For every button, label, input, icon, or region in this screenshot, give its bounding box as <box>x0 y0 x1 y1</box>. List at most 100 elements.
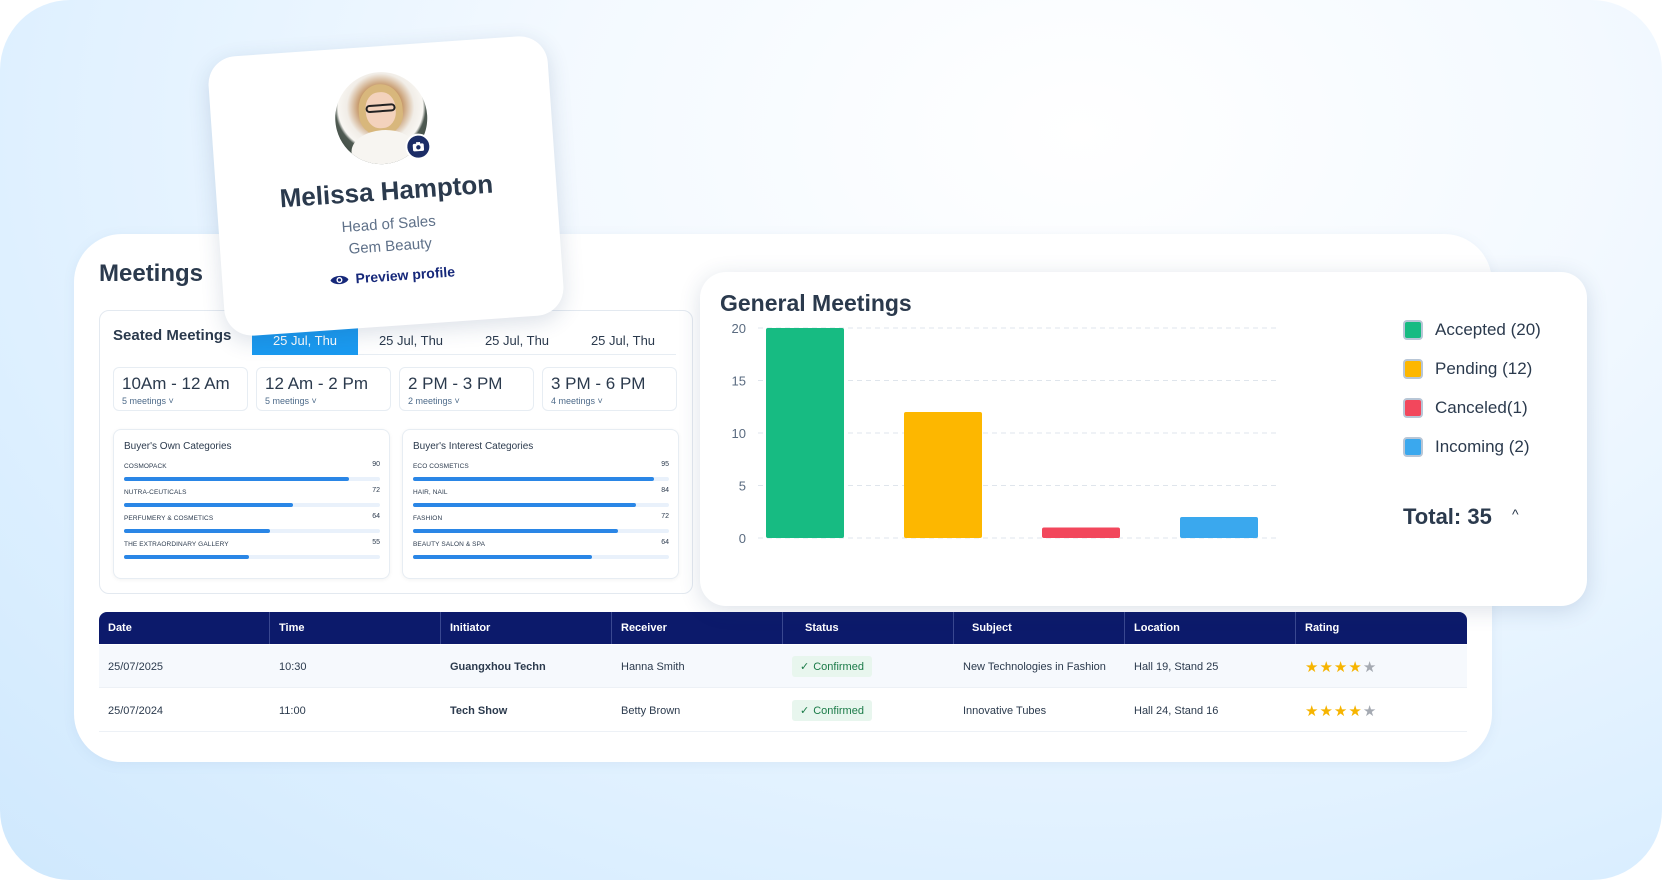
status-badge: ✓ Confirmed <box>792 656 872 677</box>
category-row: BEAUTY SALON & SPA 64 <box>413 539 669 565</box>
category-label: ECO COSMETICS <box>413 463 469 470</box>
category-label: PERFUMERY & COSMETICS <box>124 515 214 522</box>
table-row[interactable]: 25/07/2025 10:30 Guangxhou Techn Hanna S… <box>99 645 1467 688</box>
interest-categories-title: Buyer's Interest Categories <box>413 441 534 452</box>
category-value: 72 <box>661 513 669 520</box>
time-slot-2[interactable]: 12 Am - 2 Pm 5 meetings ˅ <box>256 367 391 411</box>
col-header-time[interactable]: Time <box>270 612 441 644</box>
category-label: BEAUTY SALON & SPA <box>413 541 486 548</box>
category-value: 55 <box>372 539 380 546</box>
star-filled-icon[interactable]: ★ <box>1305 702 1320 720</box>
category-row: NUTRA-CEUTICALS 72 <box>124 487 380 513</box>
y-tick-label: 15 <box>732 374 746 389</box>
col-header-location[interactable]: Location <box>1125 612 1296 644</box>
category-row: FASHION 72 <box>413 513 669 539</box>
category-row: COSMOPACK 90 <box>124 461 380 487</box>
cell-location: Hall 19, Stand 25 <box>1134 660 1219 673</box>
time-slot-3[interactable]: 2 PM - 3 PM 2 meetings ˅ <box>399 367 534 411</box>
col-header-receiver[interactable]: Receiver <box>612 612 783 644</box>
slot-time: 10Am - 12 Am <box>122 374 230 393</box>
star-filled-icon[interactable]: ★ <box>1305 658 1320 676</box>
bar-canceled[interactable] <box>1042 527 1120 539</box>
category-bar-fill <box>124 555 250 559</box>
star-filled-icon[interactable]: ★ <box>1319 702 1334 720</box>
category-label: THE EXTRAORDINARY GALLERY <box>124 541 229 548</box>
category-label: HAIR, NAIL <box>413 489 448 496</box>
y-tick-label: 5 <box>739 479 746 494</box>
date-tab-2[interactable]: 25 Jul, Thu <box>358 326 464 355</box>
cell-initiator: Guangxhou Techn <box>450 660 546 673</box>
legend-label: Pending (12) <box>1435 359 1533 378</box>
category-row: HAIR, NAIL 84 <box>413 487 669 513</box>
category-bar-track <box>413 477 669 481</box>
star-filled-icon[interactable]: ★ <box>1319 658 1334 676</box>
col-header-status[interactable]: Status <box>783 612 954 644</box>
bar-pending[interactable] <box>904 412 982 538</box>
category-value: 95 <box>661 461 669 468</box>
legend-swatch <box>1403 320 1423 340</box>
slot-meetings-dropdown[interactable]: 5 meetings ˅ <box>265 396 317 406</box>
col-header-date[interactable]: Date <box>99 612 270 644</box>
star-rating[interactable]: ★★★★★ <box>1305 658 1377 676</box>
star-rating[interactable]: ★★★★★ <box>1305 702 1377 720</box>
date-tab-3[interactable]: 25 Jul, Thu <box>464 326 570 355</box>
legend-item-canceled[interactable]: Canceled(1) <box>1403 398 1528 418</box>
star-filled-icon[interactable]: ★ <box>1333 658 1349 676</box>
category-bar-fill <box>124 503 293 507</box>
cell-subject: Innovative Tubes <box>963 704 1047 717</box>
star-filled-icon[interactable]: ★ <box>1333 702 1349 720</box>
cell-date: 25/07/2024 <box>108 704 164 717</box>
bar-incoming[interactable] <box>1180 517 1258 538</box>
category-label: NUTRA-CEUTICALS <box>124 489 187 496</box>
slot-meetings-dropdown[interactable]: 2 meetings ˅ <box>408 396 460 406</box>
legend-label: Accepted (20) <box>1435 320 1541 339</box>
cell-date: 25/07/2025 <box>108 660 164 673</box>
time-slot-4[interactable]: 3 PM - 6 PM 4 meetings ˅ <box>542 367 677 411</box>
legend-item-pending[interactable]: Pending (12) <box>1403 359 1532 379</box>
category-bar-fill <box>413 529 618 533</box>
category-label: FASHION <box>413 515 443 522</box>
time-slot-1[interactable]: 10Am - 12 Am 5 meetings ˅ <box>113 367 248 411</box>
cell-status: ✓ Confirmed <box>783 645 872 688</box>
category-value: 90 <box>372 461 380 468</box>
legend-swatch <box>1403 437 1423 457</box>
cell-subject: New Technologies in Fashion <box>963 660 1106 673</box>
col-header-rating[interactable]: Rating <box>1305 622 1340 634</box>
category-bar-track <box>124 555 380 559</box>
col-header-initiator[interactable]: Initiator <box>441 612 612 644</box>
slot-meetings-dropdown[interactable]: 4 meetings ˅ <box>551 396 603 406</box>
cell-initiator: Tech Show <box>450 704 508 717</box>
slot-meetings-dropdown[interactable]: 5 meetings ˅ <box>122 396 174 406</box>
star-empty-icon[interactable]: ★ <box>1362 702 1378 720</box>
date-tab-4[interactable]: 25 Jul, Thu <box>570 326 676 355</box>
category-bar-fill <box>124 529 270 533</box>
col-header-subject[interactable]: Subject <box>954 612 1125 644</box>
bar-accepted[interactable] <box>766 328 844 538</box>
star-filled-icon[interactable]: ★ <box>1348 658 1363 676</box>
cell-receiver: Betty Brown <box>621 704 681 717</box>
legend-item-accepted[interactable]: Accepted (20) <box>1403 320 1541 340</box>
star-empty-icon[interactable]: ★ <box>1362 658 1378 676</box>
slot-time: 12 Am - 2 Pm <box>265 374 368 393</box>
eye-icon <box>330 275 349 284</box>
legend-item-incoming[interactable]: Incoming (2) <box>1403 437 1529 457</box>
slot-time: 3 PM - 6 PM <box>551 374 646 393</box>
legend-label: Canceled(1) <box>1435 398 1528 417</box>
total-count: Total: 35 <box>1403 504 1492 529</box>
y-tick-label: 10 <box>732 426 746 441</box>
camera-icon[interactable] <box>404 132 433 161</box>
preview-profile-link[interactable]: Preview profile <box>222 256 562 296</box>
interest-categories-card: Buyer's Interest Categories ECO COSMETIC… <box>402 429 679 579</box>
status-label: Confirmed <box>813 704 864 717</box>
star-filled-icon[interactable]: ★ <box>1348 702 1363 720</box>
cell-time: 10:30 <box>279 660 307 673</box>
check-icon: ✓ <box>800 705 810 717</box>
category-value: 84 <box>661 487 669 494</box>
table-row[interactable]: 25/07/2024 11:00 Tech Show Betty Brown ✓… <box>99 689 1467 732</box>
category-bar-track <box>413 529 669 533</box>
legend-swatch <box>1403 359 1423 379</box>
slot-time: 2 PM - 3 PM <box>408 374 503 393</box>
chevron-up-icon[interactable]: ^ <box>1512 506 1519 522</box>
cell-rating: ★★★★★ <box>1296 645 1377 688</box>
category-bar-track <box>413 503 669 507</box>
